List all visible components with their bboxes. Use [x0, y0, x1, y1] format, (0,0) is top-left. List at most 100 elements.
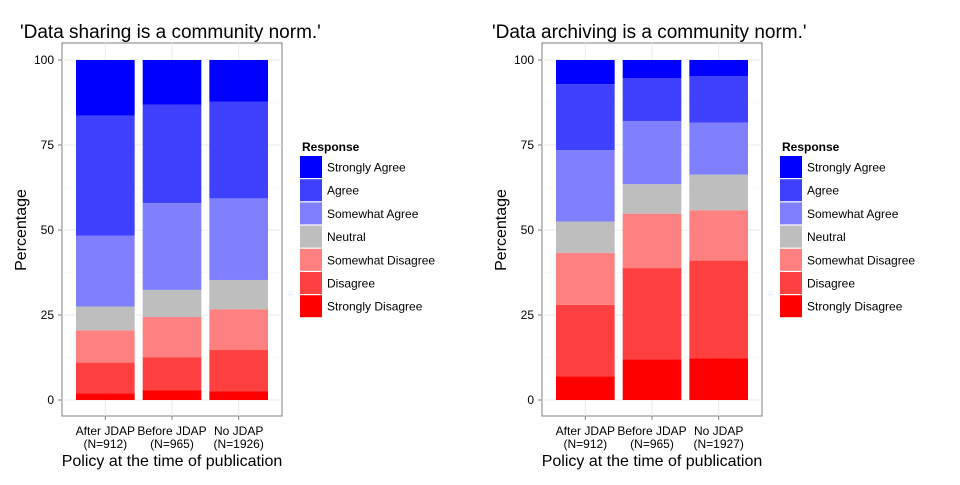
legend-label: Somewhat Disagree — [807, 253, 915, 267]
x-tick-label: Before JDAP (N=965) — [617, 424, 686, 451]
bar-segment — [622, 60, 682, 79]
bar-segment — [556, 60, 615, 85]
legend-label: Strongly Disagree — [807, 300, 903, 314]
legend-label: Somewhat Disagree — [327, 253, 435, 267]
y-tick-label: 50 — [41, 223, 55, 237]
x-tick-label-line: (N=965) — [150, 437, 194, 451]
bar-segment — [76, 115, 135, 236]
legend: Response Strongly Agree Agree Somewhat Agre… — [300, 140, 435, 318]
bar-segment — [689, 60, 748, 76]
x-tick-label-line: After JDAP — [76, 424, 135, 438]
bar-segment — [76, 393, 135, 400]
x-tick-label: After JDAP (N=912) — [556, 424, 615, 451]
legend-label: Strongly Agree — [327, 161, 406, 175]
x-tick-label: No JDAP (N=1926) — [213, 424, 263, 451]
legend-swatch — [300, 272, 322, 294]
bar-segment — [209, 198, 268, 280]
bar-segment — [622, 268, 682, 360]
bar-segment — [556, 252, 615, 305]
legend-label: Strongly Agree — [807, 161, 886, 175]
y-tick-label: 25 — [41, 308, 55, 322]
y-tick-label: 0 — [47, 393, 54, 407]
legend-swatch — [780, 202, 802, 225]
bar-segment — [689, 358, 748, 400]
bar-segment — [76, 362, 135, 394]
chart-title: 'Data sharing is a community norm.' — [20, 22, 321, 43]
bar-segment — [689, 260, 748, 359]
bar-segment — [209, 60, 268, 102]
bar-segment — [556, 84, 615, 151]
bar-segment — [556, 376, 615, 400]
chart-panel-2: 'Data archiving is a community norm.' 0 25… — [492, 22, 915, 470]
bar-segment — [142, 203, 202, 290]
x-tick-label: No JDAP (N=1927) — [693, 424, 743, 451]
legend-swatch — [300, 202, 322, 225]
bar-segment — [556, 150, 615, 222]
bar-segment — [76, 306, 135, 331]
bar-segment — [689, 174, 748, 211]
bar-segment — [76, 235, 135, 307]
bar-segment — [556, 221, 615, 253]
legend-swatch — [780, 225, 802, 248]
chart-title: 'Data archiving is a community norm.' — [492, 22, 807, 43]
bar-segment — [622, 184, 682, 214]
legend-swatch — [780, 295, 802, 318]
bar-segment — [556, 304, 615, 377]
y-tick-label: 25 — [521, 308, 535, 322]
x-tick-label: After JDAP (N=912) — [76, 424, 135, 451]
bar-segment — [209, 101, 268, 199]
chart-panel-1: 'Data sharing is a community norm.' 0 25 50… — [13, 22, 435, 470]
x-tick-label-line: No JDAP — [694, 424, 743, 438]
x-tick-label-line: (N=912) — [563, 437, 607, 451]
x-tick-label-line: (N=1927) — [693, 437, 743, 451]
bar-segment — [142, 289, 202, 318]
y-tick-label: 50 — [521, 223, 535, 237]
legend-label: Agree — [807, 184, 839, 198]
bar-segment — [622, 121, 682, 185]
x-tick-label-line: No JDAP — [214, 424, 263, 438]
bar-segment — [209, 350, 268, 392]
x-tick-label-line: (N=1926) — [213, 437, 263, 451]
x-axis-title: Policy at the time of publication — [62, 453, 283, 470]
x-tick-label-line: Before JDAP — [137, 424, 206, 438]
y-tick-label: 100 — [34, 53, 54, 67]
legend-label: Neutral — [807, 230, 846, 244]
legend-swatch — [300, 156, 322, 178]
legend-label: Agree — [327, 184, 359, 198]
legend-title: Response — [302, 140, 360, 154]
bar-segment — [209, 309, 268, 351]
legend-swatch — [300, 225, 322, 248]
x-tick-label-line: After JDAP — [556, 424, 615, 438]
x-axis-title: Policy at the time of publication — [542, 453, 763, 470]
bar-segment — [142, 357, 202, 391]
legend-label: Strongly Disagree — [327, 300, 423, 314]
legend-title: Response — [782, 140, 840, 154]
bar-segment — [142, 317, 202, 358]
y-axis-title: Percentage — [13, 189, 30, 271]
legend-label: Somewhat Agree — [327, 207, 419, 221]
y-tick-label: 75 — [41, 138, 55, 152]
legend-swatch — [300, 295, 322, 318]
bar-segment — [689, 75, 748, 123]
y-tick-label: 75 — [521, 138, 535, 152]
bar-segment — [142, 390, 202, 400]
legend-swatch — [780, 179, 802, 202]
bar-segment — [209, 391, 268, 400]
legend-label: Somewhat Agree — [807, 207, 899, 221]
legend: Response Strongly Agree Agree Somewhat Agre… — [780, 140, 915, 318]
legend-label: Disagree — [807, 277, 855, 291]
bar-segment — [209, 279, 268, 310]
x-tick-label: Before JDAP (N=965) — [137, 424, 206, 451]
bar-segment — [689, 210, 748, 261]
y-tick-label: 100 — [514, 53, 534, 67]
bar-segment — [689, 122, 748, 175]
y-tick-label: 0 — [527, 393, 534, 407]
bar-segment — [622, 78, 682, 122]
bar-segment — [622, 213, 682, 269]
x-tick-label-line: (N=912) — [83, 437, 127, 451]
legend-label: Disagree — [327, 277, 375, 291]
bar-segment — [76, 330, 135, 363]
y-axis-title: Percentage — [493, 189, 510, 271]
